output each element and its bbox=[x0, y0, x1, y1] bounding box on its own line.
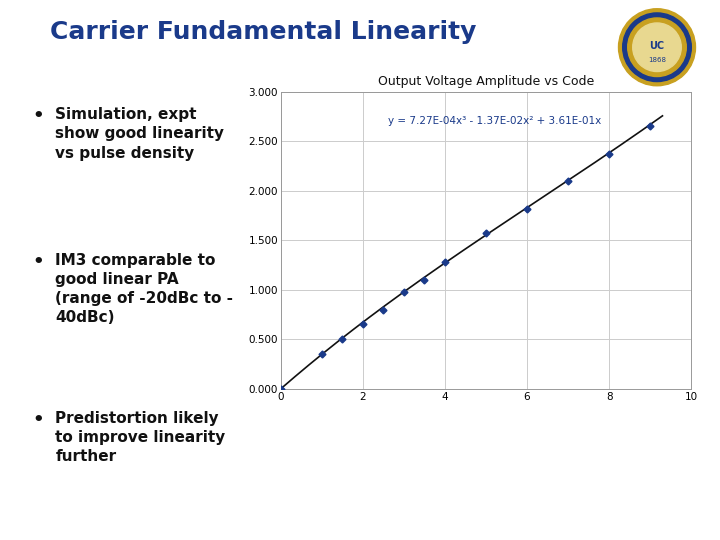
Text: Predistortion likely
to improve linearity
further: Predistortion likely to improve linearit… bbox=[55, 411, 225, 464]
Text: Simulation, expt
show good linearity
vs pulse density: Simulation, expt show good linearity vs … bbox=[55, 107, 225, 160]
Title: Output Voltage Amplitude vs Code: Output Voltage Amplitude vs Code bbox=[378, 75, 594, 88]
Ellipse shape bbox=[633, 23, 681, 71]
Ellipse shape bbox=[628, 18, 686, 77]
Text: •: • bbox=[32, 253, 44, 271]
Text: y = 7.27E-04x³ - 1.37E-02x² + 3.61E-01x: y = 7.27E-04x³ - 1.37E-02x² + 3.61E-01x bbox=[387, 116, 600, 126]
Text: 1868: 1868 bbox=[648, 57, 666, 63]
Ellipse shape bbox=[618, 9, 696, 86]
Text: IM3 comparable to
good linear PA
(range of -20dBc to -
40dBc): IM3 comparable to good linear PA (range … bbox=[55, 253, 233, 325]
Ellipse shape bbox=[623, 13, 691, 82]
Text: Carrier Fundamental Linearity: Carrier Fundamental Linearity bbox=[50, 19, 477, 44]
Text: •: • bbox=[32, 107, 44, 125]
Text: •: • bbox=[32, 411, 44, 429]
Text: UC: UC bbox=[649, 40, 665, 51]
